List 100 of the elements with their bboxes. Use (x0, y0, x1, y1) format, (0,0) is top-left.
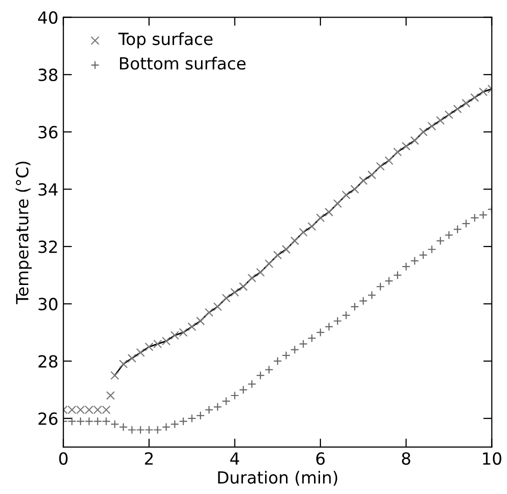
x-tick-label: 2 (144, 452, 153, 465)
point (427, 245, 436, 254)
point (470, 93, 480, 102)
point (453, 224, 462, 234)
point (444, 110, 454, 120)
point (118, 422, 128, 432)
point (393, 270, 402, 280)
legend-label: Top surface (118, 32, 213, 48)
point (282, 351, 291, 360)
y-tick-label: 34 (38, 183, 58, 196)
point (376, 162, 385, 171)
x-tick-label: 8 (402, 452, 410, 465)
point (342, 310, 350, 320)
point (358, 176, 368, 185)
point (213, 402, 222, 412)
point (307, 222, 316, 231)
point (128, 354, 136, 363)
point (144, 426, 154, 434)
point (367, 290, 376, 300)
point (110, 420, 120, 429)
point (316, 328, 325, 337)
point (436, 116, 445, 125)
x-axis-title: Duration (min) (218, 470, 338, 486)
point (264, 259, 274, 268)
point (402, 142, 410, 151)
point (350, 302, 360, 312)
y-tick-label: 36 (38, 126, 58, 138)
point (256, 371, 265, 380)
point (316, 213, 325, 222)
point (462, 219, 470, 228)
point (342, 190, 350, 200)
point (256, 268, 265, 277)
point (273, 356, 282, 366)
point (393, 148, 402, 156)
point (333, 199, 342, 208)
point (384, 156, 394, 165)
point (68, 416, 76, 426)
point (298, 228, 308, 237)
y-tick-label: 32 (38, 240, 57, 254)
point (307, 334, 316, 343)
point (376, 282, 385, 291)
point (264, 365, 274, 374)
point (324, 322, 334, 332)
point (118, 360, 128, 368)
point (478, 210, 488, 220)
point (453, 104, 462, 114)
point (238, 282, 248, 291)
point (248, 274, 256, 282)
point (153, 426, 162, 434)
point (402, 262, 410, 271)
point (282, 245, 291, 254)
point (204, 405, 214, 414)
point (410, 136, 420, 145)
x-tick-label: 0 (59, 452, 68, 465)
point (110, 371, 120, 380)
y-tick-label: 40 (38, 11, 58, 24)
point (230, 288, 240, 297)
y-tick-label: 26 (38, 412, 58, 425)
x-tick-label: 4 (230, 452, 240, 465)
point (102, 416, 111, 426)
legend-label: Bottom surface (120, 56, 246, 70)
point (324, 208, 334, 216)
point (84, 416, 94, 426)
point (478, 87, 488, 96)
point (222, 294, 231, 302)
point (418, 128, 428, 136)
point (358, 296, 368, 306)
point (230, 391, 240, 400)
y-tick-label: 30 (38, 298, 58, 310)
point (204, 308, 214, 317)
point (367, 170, 376, 180)
point (444, 230, 454, 240)
point (213, 302, 222, 312)
point (93, 416, 102, 426)
point (470, 213, 480, 222)
y-axis-title: Temperature (°C) (16, 162, 32, 304)
point (238, 385, 248, 394)
point (290, 345, 300, 354)
point (427, 122, 436, 131)
y-tick-label: 28 (38, 355, 58, 368)
point (350, 184, 360, 194)
point (196, 316, 205, 326)
point (298, 340, 308, 348)
point (136, 348, 145, 357)
point (170, 420, 180, 429)
point (222, 396, 231, 406)
point (128, 426, 136, 434)
point (384, 276, 394, 286)
point (333, 316, 342, 326)
point (76, 416, 85, 426)
point (418, 250, 428, 260)
point (162, 422, 171, 432)
point (248, 380, 256, 388)
point (196, 411, 205, 420)
point (106, 391, 115, 400)
x-tick-label: 6 (316, 452, 325, 465)
point (410, 256, 420, 266)
point (462, 98, 470, 108)
point (188, 322, 196, 332)
point (290, 236, 300, 246)
